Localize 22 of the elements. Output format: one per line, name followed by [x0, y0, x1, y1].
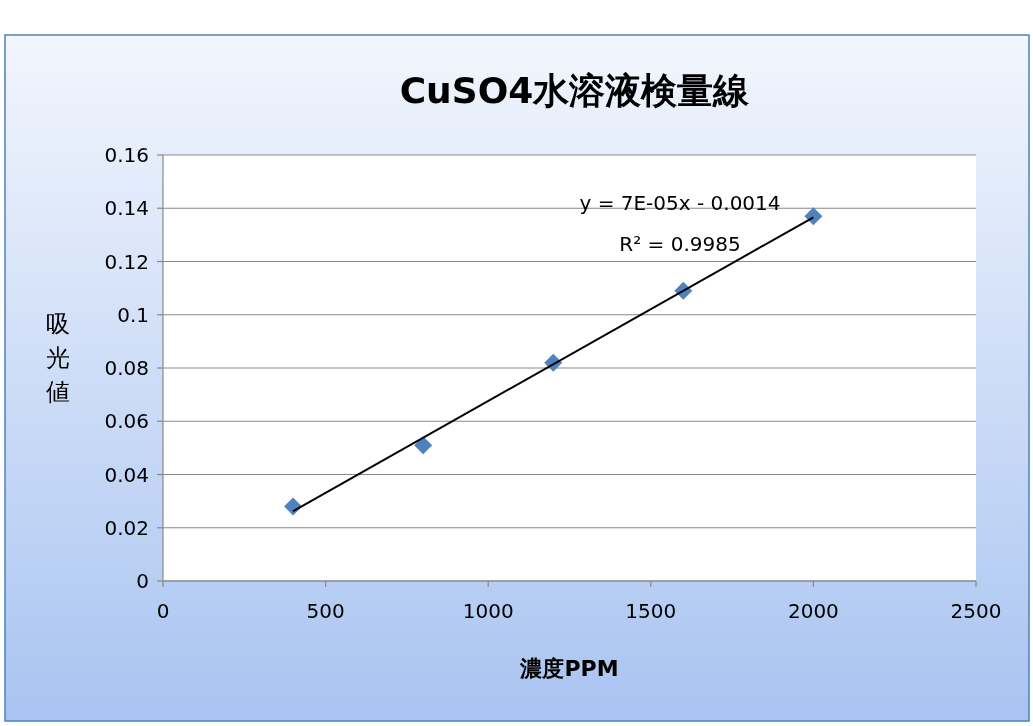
annotation: y = 7E-05x - 0.0014 — [579, 191, 781, 215]
y-tick-label: 0.12 — [104, 249, 149, 274]
y-tick-label: 0.02 — [104, 515, 149, 540]
point — [804, 207, 823, 226]
y-tick-label: 0.1 — [117, 302, 149, 327]
x-tick-label: 2000 — [787, 599, 839, 623]
y-tick-label: 0.14 — [104, 196, 149, 221]
x-axis-title: 濃度PPM — [519, 656, 619, 681]
y-axis-title: 吸光値 — [46, 310, 70, 406]
x-tick-label: 0 — [156, 599, 170, 623]
chart-title: CuSO4水溶液検量線 — [399, 70, 751, 111]
point — [414, 436, 433, 455]
y-tick-label: 0.08 — [104, 356, 149, 380]
x-tick-label: 2500 — [950, 599, 1002, 623]
y-tick-label: 0.16 — [104, 143, 149, 167]
x-tick-label: 500 — [306, 599, 345, 623]
y-tick-label: 0 — [136, 569, 149, 593]
y-tick-label: 0.06 — [104, 409, 149, 434]
y-tick-label: 0.04 — [104, 462, 149, 487]
x-tick-label: 1500 — [625, 599, 677, 623]
annotation: R² = 0.9985 — [619, 232, 741, 256]
x-tick-label: 1000 — [462, 599, 514, 623]
